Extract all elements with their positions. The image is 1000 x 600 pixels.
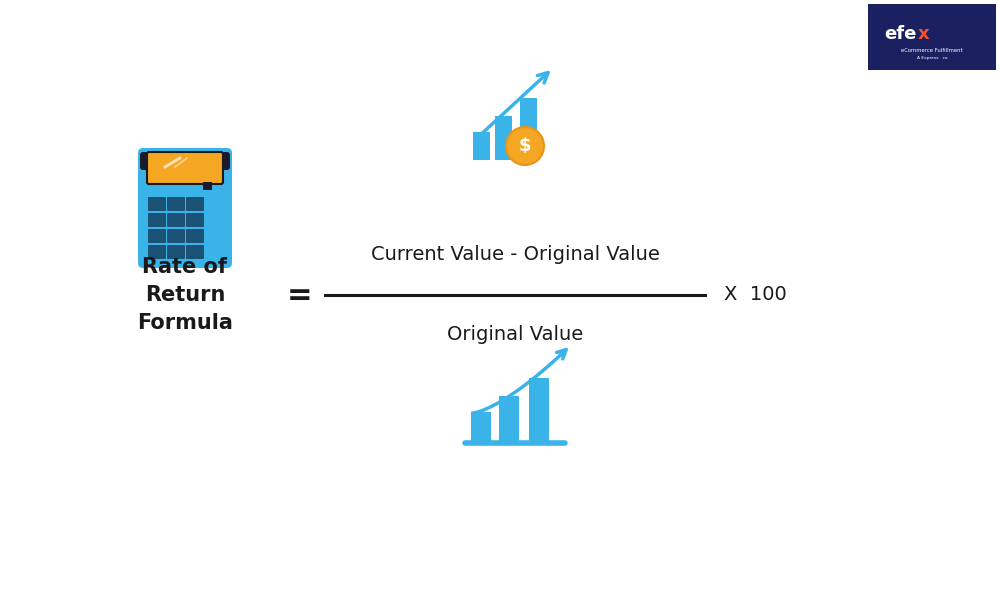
Bar (471, 412, 491, 442)
Bar (529, 378, 549, 442)
Text: Rate of: Rate of (143, 257, 228, 277)
FancyBboxPatch shape (167, 197, 185, 211)
Text: Return: Return (145, 285, 225, 305)
Text: Current Value - Original Value: Current Value - Original Value (371, 245, 659, 265)
FancyBboxPatch shape (186, 245, 204, 259)
FancyBboxPatch shape (148, 213, 166, 227)
FancyBboxPatch shape (186, 229, 204, 243)
Text: efe: efe (885, 25, 917, 43)
Bar (520, 98, 537, 160)
Text: Formula: Formula (137, 313, 233, 333)
Text: X  100: X 100 (724, 286, 786, 304)
Text: x: x (918, 25, 930, 43)
Text: =: = (287, 280, 313, 310)
FancyBboxPatch shape (167, 229, 185, 243)
Text: A Express   co: A Express co (917, 56, 947, 60)
FancyBboxPatch shape (140, 152, 230, 170)
FancyBboxPatch shape (186, 213, 204, 227)
Bar (499, 396, 519, 442)
Circle shape (506, 127, 544, 165)
FancyBboxPatch shape (868, 4, 996, 70)
Bar (495, 116, 512, 160)
FancyBboxPatch shape (148, 197, 166, 211)
Bar (473, 132, 490, 160)
Bar (203, 182, 212, 190)
Text: $: $ (519, 137, 531, 155)
FancyBboxPatch shape (138, 148, 232, 268)
FancyBboxPatch shape (186, 197, 204, 211)
FancyBboxPatch shape (148, 229, 166, 243)
Text: eCommerce Fulfillment: eCommerce Fulfillment (901, 47, 963, 52)
FancyBboxPatch shape (167, 245, 185, 259)
Text: Original Value: Original Value (447, 325, 583, 344)
FancyBboxPatch shape (167, 213, 185, 227)
FancyBboxPatch shape (148, 245, 166, 259)
FancyBboxPatch shape (147, 152, 223, 184)
